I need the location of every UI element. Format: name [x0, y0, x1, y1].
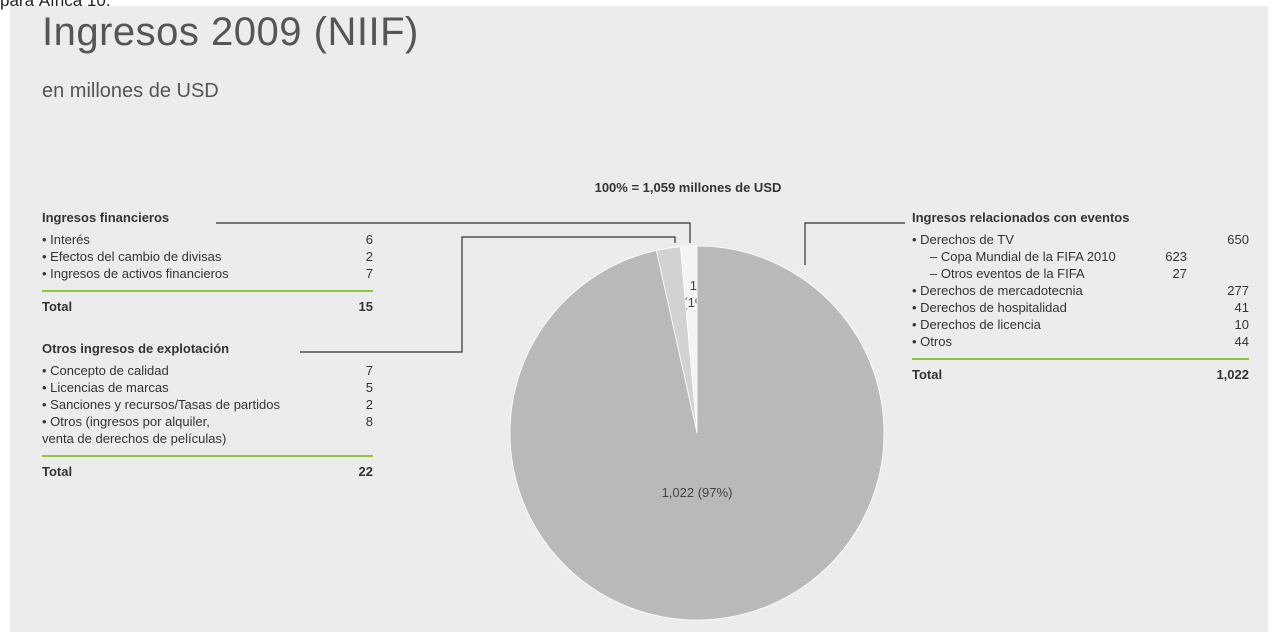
item-row: • Licencias de marcas 5: [42, 379, 373, 396]
item-row: • Concepto de calidad 7: [42, 362, 373, 379]
item-value: 2: [365, 249, 373, 264]
item-value: 6: [365, 232, 373, 247]
sub-value: 27: [1172, 266, 1187, 281]
item-label: • Sanciones y recursos/Tasas de partidos: [42, 397, 280, 412]
item-value: 44: [1234, 334, 1249, 349]
item-row: • Ingresos de activos financieros 7: [42, 265, 373, 282]
panel-title: Otros ingresos de explotación: [42, 341, 230, 356]
item-value: 10: [1234, 317, 1249, 332]
total-row: Total 22: [42, 463, 373, 480]
chart-title: Ingresos 2009 (NIIF): [42, 10, 419, 54]
total-value: 1,022: [1216, 367, 1249, 382]
divider: [42, 290, 373, 292]
item-row: • Derechos de mercadotecnia 277: [912, 282, 1249, 299]
total-row: Total 15: [42, 298, 373, 315]
slice-label-line: 1,022 (97%): [662, 485, 733, 500]
table-panel: Ingresos relacionados con eventos • Derec…: [912, 209, 1249, 383]
item-value: 7: [365, 266, 373, 281]
total-label: Total: [912, 367, 943, 382]
sub-label: – Otros eventos de la FIFA: [930, 266, 1085, 281]
item-value: 2: [365, 397, 373, 412]
item-label: • Derechos de mercadotecnia: [912, 283, 1083, 298]
item-label: • Efectos del cambio de divisas: [42, 249, 222, 264]
item-row: • Sanciones y recursos/Tasas de partidos…: [42, 396, 373, 413]
leader-line: [804, 222, 905, 265]
item-row: • Otros 44: [912, 333, 1249, 350]
table-panel: Otros ingresos de explotación • Concepto …: [42, 340, 373, 480]
item-label: • Licencias de marcas: [42, 380, 169, 395]
total-value: 22: [358, 464, 373, 479]
leader-line: [300, 236, 676, 353]
chart-subtitle: en millones de USD: [42, 80, 219, 102]
item-row: • Derechos de licencia 10: [912, 316, 1249, 333]
item-value: 41: [1234, 300, 1249, 315]
item-value: 650: [1227, 232, 1249, 247]
leader-line: [216, 222, 691, 243]
item-label: • Otros: [912, 334, 952, 349]
item-label: • Derechos de licencia: [912, 317, 1041, 332]
slice-label: 1,022 (97%): [662, 485, 733, 500]
item-label: • Otros (ingresos por alquiler, venta de…: [42, 414, 227, 446]
item-label: • Derechos de TV: [912, 232, 1014, 247]
item-value: 8: [365, 414, 373, 429]
divider: [42, 455, 373, 457]
header-fragment: para África 10.: [0, 0, 111, 10]
leader-lines: [216, 222, 905, 353]
item-value: 7: [365, 363, 373, 378]
item-row: • Interés 6: [42, 231, 373, 248]
annotation: 100% = 1,059 millones de USD: [594, 180, 782, 195]
item-row: • Otros (ingresos por alquiler, venta de…: [42, 413, 373, 447]
item-value: 5: [365, 380, 373, 395]
pie-slice: [509, 245, 885, 621]
item-label: • Concepto de calidad: [42, 363, 169, 378]
sub-label: – Copa Mundial de la FIFA 2010: [930, 249, 1116, 264]
item-row: • Derechos de hospitalidad 41: [912, 299, 1249, 316]
item-label: • Interés: [42, 232, 90, 247]
sub-row: – Otros eventos de la FIFA 27: [912, 265, 1187, 282]
panel-title: Ingresos relacionados con eventos: [912, 210, 1130, 225]
sub-value: 623: [1165, 249, 1187, 264]
total-label: Total: [42, 464, 73, 479]
item-value: 277: [1227, 283, 1249, 298]
item-row: • Derechos de TV 650: [912, 231, 1249, 248]
divider: [912, 358, 1249, 360]
table-panel: Ingresos financieros • Interés 6 • Efectos …: [42, 209, 373, 315]
total-value: 15: [358, 299, 373, 314]
item-row: • Efectos del cambio de divisas 2: [42, 248, 373, 265]
total-row: Total 1,022: [912, 366, 1249, 383]
item-label: • Derechos de hospitalidad: [912, 300, 1067, 315]
item-label: • Ingresos de activos financieros: [42, 266, 229, 281]
panel-title: Ingresos financieros: [42, 210, 170, 225]
sub-row: – Copa Mundial de la FIFA 2010 623: [912, 248, 1187, 265]
total-label: Total: [42, 299, 73, 314]
